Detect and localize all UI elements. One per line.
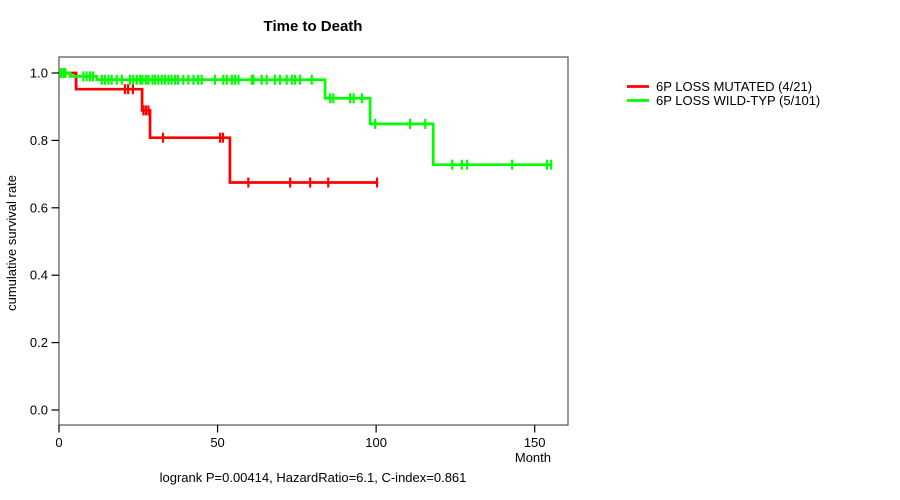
stats-annotation: logrank P=0.00414, HazardRatio=6.1, C-in… [160, 470, 467, 485]
survival-curves [59, 68, 553, 188]
x-axis-ticks: 0 50 100 150 [55, 425, 546, 450]
survival-curve [59, 71, 378, 184]
y-tick-label: 0.4 [30, 268, 48, 283]
chart-title: Time to Death [264, 18, 363, 35]
y-tick-label: 0.2 [30, 335, 48, 350]
x-axis-label: Month [515, 450, 551, 465]
legend-label: 6P LOSS WILD-TYP (5/101) [656, 93, 820, 108]
y-tick-label: 1.0 [30, 66, 48, 81]
legend: 6P LOSS MUTATED (4/21)6P LOSS WILD-TYP (… [627, 79, 820, 108]
y-axis-ticks: 0.0 0.2 0.4 0.6 0.8 1.0 [30, 66, 59, 418]
x-tick-label: 150 [524, 435, 546, 450]
y-tick-label: 0.0 [30, 403, 48, 418]
x-tick-label: 100 [365, 435, 387, 450]
legend-label: 6P LOSS MUTATED (4/21) [656, 79, 812, 94]
y-tick-label: 0.6 [30, 200, 48, 215]
y-tick-label: 0.8 [30, 133, 48, 148]
y-axis-label: cumulative survival rate [4, 175, 19, 311]
x-tick-label: 0 [55, 435, 62, 450]
plot-box [58, 56, 569, 426]
survival-curve [59, 71, 552, 167]
x-tick-label: 50 [210, 435, 224, 450]
